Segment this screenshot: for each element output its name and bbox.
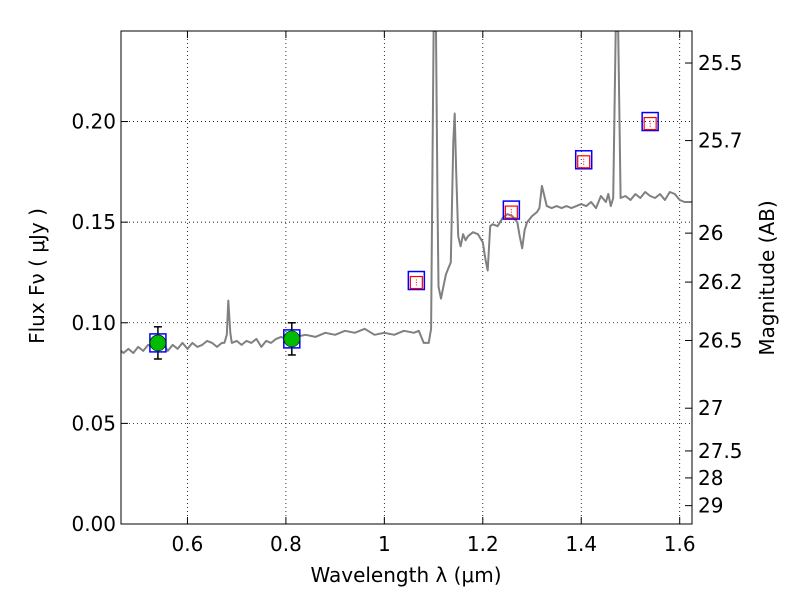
y-tick-label: 0.05 — [71, 411, 116, 435]
x-tick-label: 1.4 — [565, 532, 597, 556]
magnitude-axis-label: Magnitude (AB) — [755, 200, 779, 355]
spectrum-line — [121, 31, 692, 354]
mag-tick-label: 26.2 — [698, 270, 743, 294]
mag-tick-label: 26 — [698, 221, 723, 245]
observed-flux-point — [283, 330, 301, 348]
mag-tick-label: 27.5 — [698, 439, 743, 463]
model-flux-marker — [641, 111, 659, 132]
mag-tick-label: 26.5 — [698, 328, 743, 352]
mag-tick-label: 25.5 — [698, 51, 743, 75]
x-tick-label: 1.2 — [467, 532, 499, 556]
x-tick-label: 0.8 — [270, 532, 302, 556]
model-flux-marker — [574, 150, 593, 170]
plot-frame — [120, 30, 693, 525]
y-tick-label: 0.10 — [71, 311, 116, 335]
mag-tick-label: 29 — [698, 494, 723, 518]
upper-limit-marker — [643, 116, 657, 131]
y-tick-label: 0.00 — [71, 512, 116, 536]
plot-area — [121, 31, 692, 360]
y-tick-label: 0.20 — [71, 110, 116, 134]
mag-tick-label: 25.7 — [698, 129, 743, 153]
mag-tick-label: 27 — [698, 396, 723, 420]
observed-flux-point — [149, 334, 167, 352]
axis-ticks: 0.6 0.8 1 1.2 1.4 1.6 0.00 0.05 0.10 0.15 0.20 25.5… — [71, 31, 743, 556]
upper-limit-marker — [409, 275, 423, 290]
model-flux-marker — [407, 270, 426, 291]
upper-limit-marker — [577, 155, 591, 169]
x-tick-label: 1 — [378, 532, 391, 556]
x-tick-label: 1.6 — [664, 532, 696, 556]
model-flux-marker — [502, 200, 521, 220]
mag-tick-label: 28 — [698, 466, 723, 490]
grid-lines — [121, 31, 692, 525]
x-axis-label: Wavelength λ (μm) — [310, 563, 501, 587]
y-axis-label: Flux Fν ( μJy ) — [25, 208, 49, 344]
x-tick-label: 0.6 — [172, 532, 204, 556]
y-tick-label: 0.15 — [71, 210, 116, 234]
upper-limit-marker — [504, 205, 518, 219]
